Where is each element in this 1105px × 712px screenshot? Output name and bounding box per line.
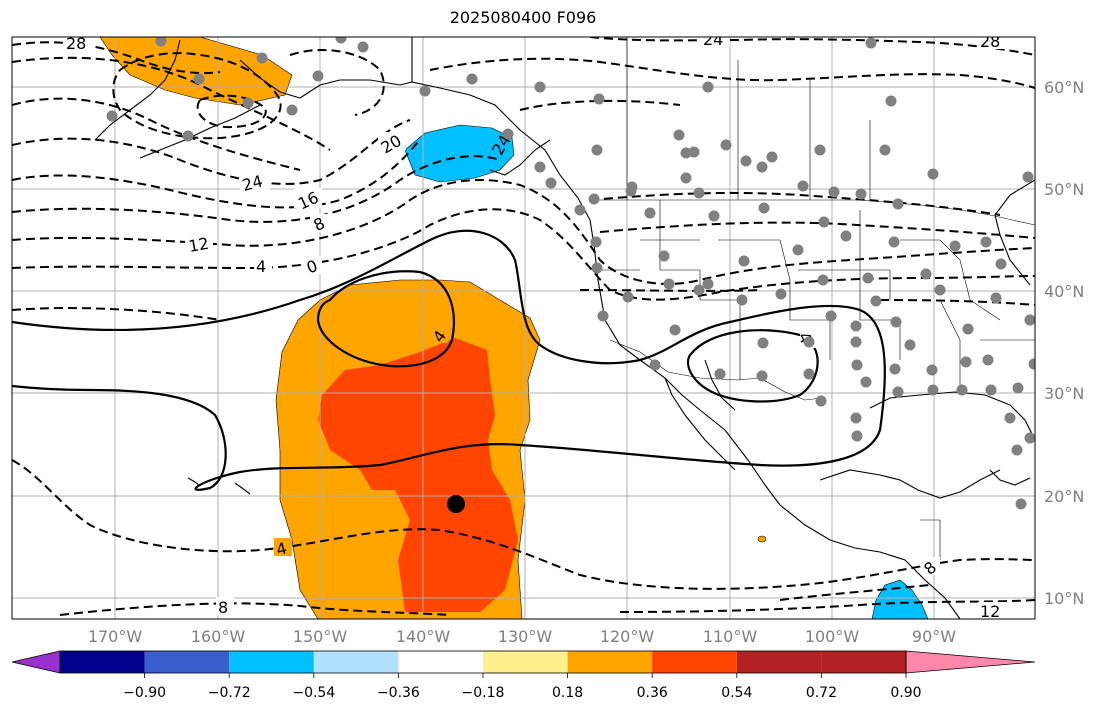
colorbar-tick: −0.54 (292, 685, 335, 701)
colorbar-segment (398, 651, 483, 673)
lon-label: 110°W (703, 627, 758, 646)
map-area: 28 24 20 24 16 8 12 4 0 4 4 4 8 (12, 30, 1035, 621)
colorbar-tick: 0.72 (806, 685, 837, 701)
colorbar-extend-low (11, 650, 61, 674)
colorbar-tick: −0.18 (462, 685, 505, 701)
contour-label: 4 (274, 538, 289, 559)
colorbar-segment (567, 651, 653, 673)
lat-label: 60°N (1044, 78, 1084, 97)
colorbar: −0.90 −0.72 −0.54 −0.36 −0.18 0.18 0.36 … (11, 650, 1036, 701)
map-frame (11, 36, 1036, 620)
lon-label: 120°W (600, 627, 655, 646)
colorbar-segment (736, 651, 822, 673)
contour-label: 28 (980, 32, 1000, 51)
dashed-contours (12, 37, 1035, 616)
colorbar-segment (821, 651, 906, 673)
solid-contours (12, 229, 886, 491)
contour-label: 12 (187, 234, 210, 256)
lon-label: 140°W (396, 627, 451, 646)
gridlines (12, 37, 1035, 619)
longitude-labels: 170°W 160°W 150°W 140°W 130°W 120°W 110°… (88, 627, 956, 646)
colorbar-segment (483, 651, 568, 673)
lon-label: 90°W (912, 627, 956, 646)
contour-label: 4 (256, 257, 266, 276)
negative-anomaly-fill-gulf-alaska (404, 124, 515, 183)
contour-label: 24 (240, 171, 265, 195)
storm-center-marker (447, 495, 465, 513)
colorbar-tick: −0.90 (123, 685, 166, 701)
contour-label: 8 (218, 598, 228, 617)
lon-label: 170°W (88, 627, 143, 646)
colorbar-extend-high (905, 650, 1036, 674)
contour-labels: 28 24 20 24 16 8 12 4 0 4 4 4 8 (63, 30, 1008, 621)
lat-label: 40°N (1044, 282, 1084, 301)
political-borders (598, 37, 1035, 560)
contour-label: 28 (66, 34, 86, 53)
contour-label: 24 (703, 30, 723, 49)
contour-label: 12 (980, 602, 1000, 621)
colorbar-segment (652, 651, 737, 673)
colorbar-tick: 0.36 (637, 685, 668, 701)
station-dots (106, 37, 1035, 510)
colorbar-segment (60, 651, 145, 673)
lat-label: 30°N (1044, 384, 1084, 403)
lat-label: 10°N (1044, 589, 1084, 608)
colorbar-tick: −0.36 (377, 685, 420, 701)
colorbar-tick: −0.72 (208, 685, 251, 701)
latitude-labels: 60°N 50°N 40°N 30°N 20°N 10°N (1044, 78, 1084, 608)
lon-label: 160°W (191, 627, 246, 646)
strong-anomaly-fill-pacific (318, 338, 518, 612)
colorbar-segment (144, 651, 230, 673)
colorbar-segment (313, 651, 399, 673)
small-anomaly-fill (757, 535, 767, 543)
colorbar-segment (229, 651, 314, 673)
lat-label: 20°N (1044, 487, 1084, 506)
colorbar-tick: 0.18 (552, 685, 583, 701)
lon-label: 130°W (498, 627, 553, 646)
colorbar-tick: 0.54 (721, 685, 752, 701)
lon-label: 100°W (805, 627, 860, 646)
lat-label: 50°N (1044, 180, 1084, 199)
lon-label: 150°W (293, 627, 348, 646)
map-title: 2025080400 F096 (449, 8, 597, 27)
colorbar-tick: 0.90 (890, 685, 921, 701)
